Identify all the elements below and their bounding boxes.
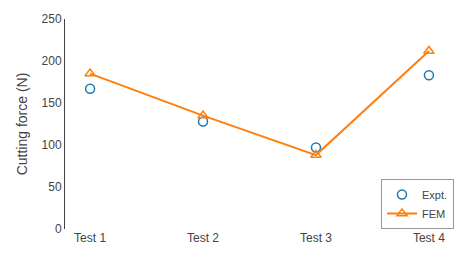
svg-text:Test 4: Test 4 [413, 231, 445, 245]
svg-text:150: 150 [42, 96, 62, 110]
svg-text:FEM: FEM [422, 208, 445, 220]
svg-text:0: 0 [55, 222, 62, 236]
svg-text:100: 100 [42, 138, 62, 152]
svg-text:50: 50 [48, 180, 62, 194]
svg-text:Test 2: Test 2 [187, 231, 219, 245]
svg-text:Expt.: Expt. [422, 189, 447, 201]
svg-text:200: 200 [42, 54, 62, 68]
svg-text:Test 1: Test 1 [74, 231, 106, 245]
svg-text:Cutting force (N): Cutting force (N) [14, 73, 30, 176]
svg-text:250: 250 [42, 12, 62, 26]
svg-text:Test 3: Test 3 [300, 231, 332, 245]
